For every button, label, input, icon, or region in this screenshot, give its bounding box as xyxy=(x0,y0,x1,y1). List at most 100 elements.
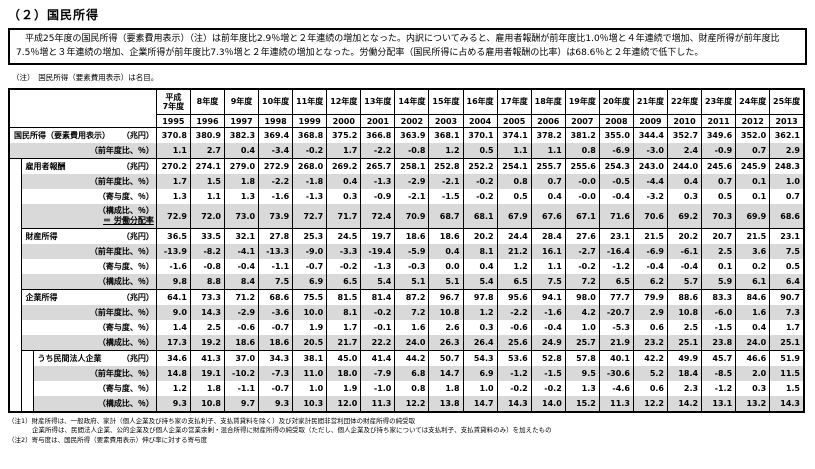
value-cell: 18.6 xyxy=(394,228,430,244)
value-cell: 73.3 xyxy=(189,289,225,305)
value-cell: 369.4 xyxy=(258,127,294,143)
value-cell: 0.5 xyxy=(496,189,532,204)
value-cell: 67.6 xyxy=(530,204,566,229)
row-unit-label: （構成比、％） xyxy=(97,276,154,286)
value-cell: 18.6 xyxy=(258,335,294,351)
value-cell: 6.5 xyxy=(598,274,634,290)
year-header: 1999 xyxy=(292,114,328,128)
value-cell: 84.6 xyxy=(735,289,771,305)
year-era-header: 22年度 xyxy=(666,88,703,115)
value-cell: 21.2 xyxy=(496,244,532,259)
value-cell: 9.3 xyxy=(155,396,191,413)
value-cell: 69.2 xyxy=(666,204,703,229)
value-cell: 10.0 xyxy=(292,305,328,320)
value-cell: -0.4 xyxy=(666,259,703,274)
value-cell: 0.4 xyxy=(530,189,566,204)
value-cell: 2.5 xyxy=(666,320,703,335)
row-label: 国民所得（要素費用表示） xyxy=(14,131,110,140)
value-cell: 24.9 xyxy=(530,335,566,351)
value-cell: -0.4 xyxy=(632,259,669,274)
value-cell: 64.1 xyxy=(155,289,191,305)
value-cell: 81.5 xyxy=(326,289,362,305)
value-cell: 0.4 xyxy=(735,320,771,335)
value-cell: 77.7 xyxy=(598,289,634,305)
value-cell: 265.7 xyxy=(360,158,396,174)
value-cell: -0.2 xyxy=(360,305,396,320)
value-cell: 1.0 xyxy=(564,320,600,335)
table-row: （前年度比、％） 9.0 14.3 -2.9 -3.6 10.0 8.1 -0.2 7.2 10.… xyxy=(9,305,805,320)
value-cell: 0.1 xyxy=(735,174,771,189)
value-cell: -2.9 xyxy=(223,305,260,320)
value-cell: 6.5 xyxy=(326,274,362,290)
value-cell: 19.7 xyxy=(360,228,396,244)
value-cell: 21.7 xyxy=(326,335,362,351)
value-cell: 8.8 xyxy=(189,274,225,290)
value-cell: 274.1 xyxy=(189,158,225,174)
value-cell: -0.2 xyxy=(462,174,498,189)
table-row: 国民所得（要素費用表示） （兆円） 370.8 380.9 382.3 369.4 368.… xyxy=(8,127,805,143)
value-cell: 69.9 xyxy=(735,204,771,229)
indent-spacer xyxy=(9,396,22,412)
value-cell: 72.0 xyxy=(189,204,225,229)
year-era-header: 25年度 xyxy=(769,88,805,115)
value-cell: 20.7 xyxy=(701,228,737,244)
indent-spacer xyxy=(21,396,34,412)
value-cell: -0.5 xyxy=(598,174,634,189)
indent-spacer xyxy=(9,244,22,259)
value-cell: -8.2 xyxy=(189,244,225,259)
row-unit-label: （前年度比、％） xyxy=(89,368,154,378)
value-cell: 19.2 xyxy=(189,335,225,351)
indent-spacer xyxy=(9,335,22,351)
year-header: 1995 xyxy=(155,114,191,128)
value-cell: 68.7 xyxy=(428,204,464,229)
value-cell: 6.8 xyxy=(394,366,430,381)
value-cell: -5.9 xyxy=(394,244,430,259)
value-cell: -0.9 xyxy=(360,189,396,204)
footnote-1-continued: 企業所得は、民間法人企業、公的企業及び個人企業の営業余剰・混合所得に財産所得の純… xyxy=(32,426,552,435)
value-cell: -13.9 xyxy=(155,244,191,259)
value-cell: 23.8 xyxy=(701,335,737,351)
value-cell: 1.2 xyxy=(155,381,191,396)
value-cell: -1.5 xyxy=(701,320,737,335)
value-cell: -1.3 xyxy=(360,259,396,274)
value-cell: -6.9 xyxy=(598,143,634,159)
value-cell: -0.7 xyxy=(258,320,294,335)
value-cell: 5.1 xyxy=(428,274,464,290)
row-label: 財産所得 xyxy=(25,232,58,241)
value-cell: -2.7 xyxy=(564,244,600,259)
value-cell: -0.2 xyxy=(462,189,498,204)
value-cell: 10.8 xyxy=(428,305,464,320)
value-cell: 21.9 xyxy=(598,335,634,351)
value-cell: 7.5 xyxy=(530,274,566,290)
value-cell: -1.2 xyxy=(598,259,634,274)
year-header: 2005 xyxy=(496,114,532,128)
value-cell: -0.6 xyxy=(223,320,260,335)
value-cell: 2.5 xyxy=(701,244,737,259)
value-cell: 21.5 xyxy=(632,228,669,244)
indent-spacer xyxy=(9,320,22,335)
value-cell: 5.9 xyxy=(701,274,737,290)
value-cell: 0.5 xyxy=(701,189,737,204)
year-era-header: 21年度 xyxy=(632,88,669,115)
row-label: 雇用者報酬 xyxy=(25,162,66,171)
value-cell: 1.3 xyxy=(564,381,600,396)
value-cell: 0.5 xyxy=(769,259,805,274)
row-unit-label: （寄与度、％） xyxy=(97,383,154,393)
value-cell: -3.0 xyxy=(632,143,669,159)
value-cell: 2.9 xyxy=(632,305,669,320)
value-cell: 14.0 xyxy=(530,396,566,413)
table-section: 企業所得 （兆円） 64.1 73.3 71.2 68.6 75.5 81.5 81.4 87.2… xyxy=(9,289,805,351)
value-cell: 363.9 xyxy=(394,127,430,143)
footnote-1: （注1）財産所得は、一般政府、家計（個人企業及び持ち家の支払利子、支払賃貸料を除… xyxy=(8,417,416,425)
value-cell: 269.2 xyxy=(326,158,362,174)
value-cell: -0.7 xyxy=(258,381,294,396)
value-cell: 13.1 xyxy=(701,396,737,413)
value-cell: 1.2 xyxy=(462,305,498,320)
value-cell: 20.2 xyxy=(462,228,498,244)
value-cell: 1.8 xyxy=(189,381,225,396)
value-cell: 368.8 xyxy=(292,127,328,143)
value-cell: 24.5 xyxy=(326,228,362,244)
value-cell: 2.4 xyxy=(666,143,703,159)
value-cell: 25.3 xyxy=(292,228,328,244)
year-header: 2007 xyxy=(564,114,600,128)
